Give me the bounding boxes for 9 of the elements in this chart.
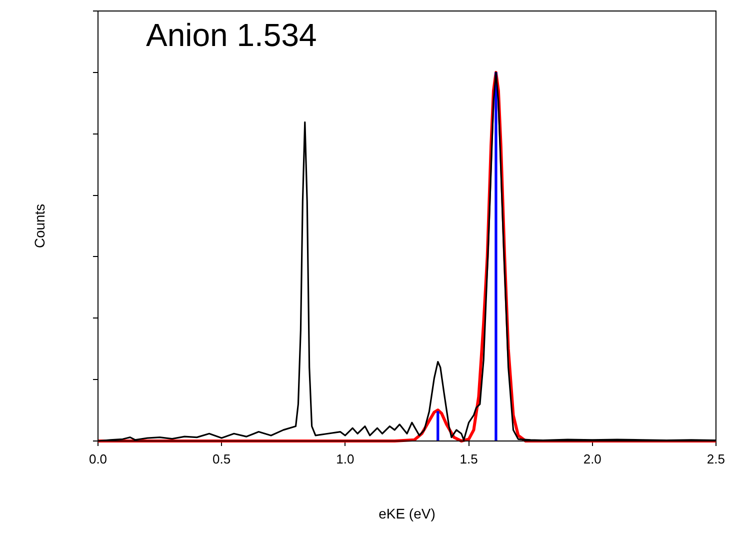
x-tick-label: 1.0 [336,451,354,466]
x-axis-title: eKE (eV) [378,505,436,522]
x-tick-label: 2.5 [706,451,726,466]
text: Anion 1.534 [146,16,317,53]
x-tick-label: 2.0 [583,451,602,466]
x-tick-label: 0.0 [88,451,108,466]
x-tick-label: 1.5 [460,451,478,466]
y-axis-title: Counts [31,204,48,248]
x-tick-label: 0.5 [212,451,231,466]
